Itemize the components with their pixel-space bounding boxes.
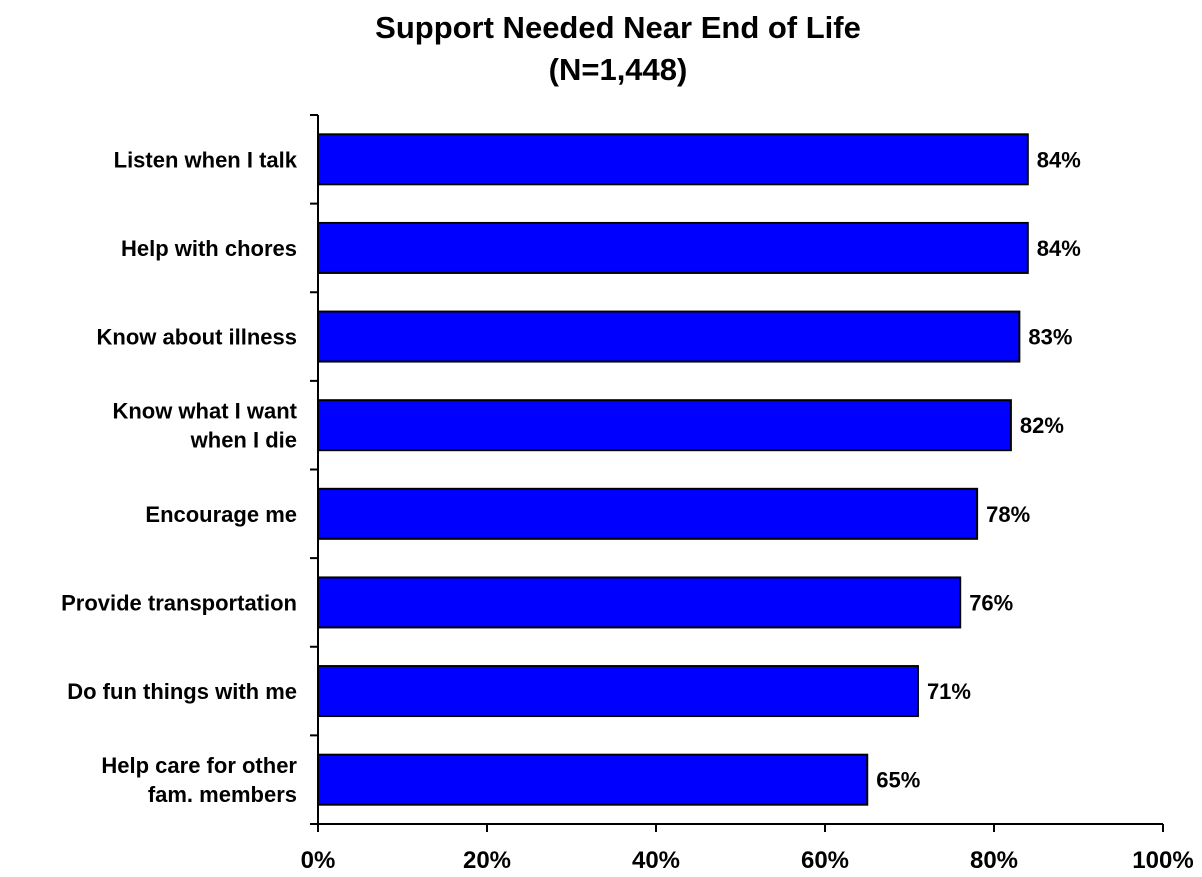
x-tick-label: 0% xyxy=(301,847,336,874)
data-label: 84% xyxy=(1037,236,1081,261)
x-tick-label: 80% xyxy=(970,847,1018,874)
category-label: fam. members xyxy=(148,782,297,807)
data-label: 82% xyxy=(1020,413,1064,438)
category-label: Help with chores xyxy=(121,236,297,261)
bar xyxy=(317,399,1012,452)
category-label: Know what I want xyxy=(112,399,297,424)
data-label: 71% xyxy=(927,679,971,704)
data-label: 83% xyxy=(1028,325,1072,350)
category-label: Help care for other xyxy=(101,753,297,778)
category-label: Listen when I talk xyxy=(114,147,298,172)
category-label: when I die xyxy=(190,428,297,453)
bar xyxy=(317,221,1029,274)
bar xyxy=(317,310,1021,363)
category-label: Know about illness xyxy=(97,325,297,350)
category-label: Encourage me xyxy=(145,502,297,527)
bar xyxy=(317,665,919,718)
data-label: 84% xyxy=(1037,147,1081,172)
data-label: 65% xyxy=(876,768,920,793)
data-label: 78% xyxy=(986,502,1030,527)
x-tick-label: 100% xyxy=(1132,847,1193,874)
chart-subtitle: (N=1,448) xyxy=(549,52,688,87)
category-label: Do fun things with me xyxy=(67,679,297,704)
data-label: 76% xyxy=(969,590,1013,615)
plot-area: 84% Listen when I talk 84% Help with chores… xyxy=(61,114,1194,874)
x-tick-label: 20% xyxy=(463,847,511,874)
bar xyxy=(317,753,869,806)
x-tick-label: 40% xyxy=(632,847,680,874)
chart-title: Support Needed Near End of Life xyxy=(375,10,861,45)
category-label: Provide transportation xyxy=(61,590,297,615)
x-tick-label: 60% xyxy=(801,847,849,874)
bar xyxy=(317,133,1029,186)
bar xyxy=(317,576,962,629)
bar xyxy=(317,487,979,540)
